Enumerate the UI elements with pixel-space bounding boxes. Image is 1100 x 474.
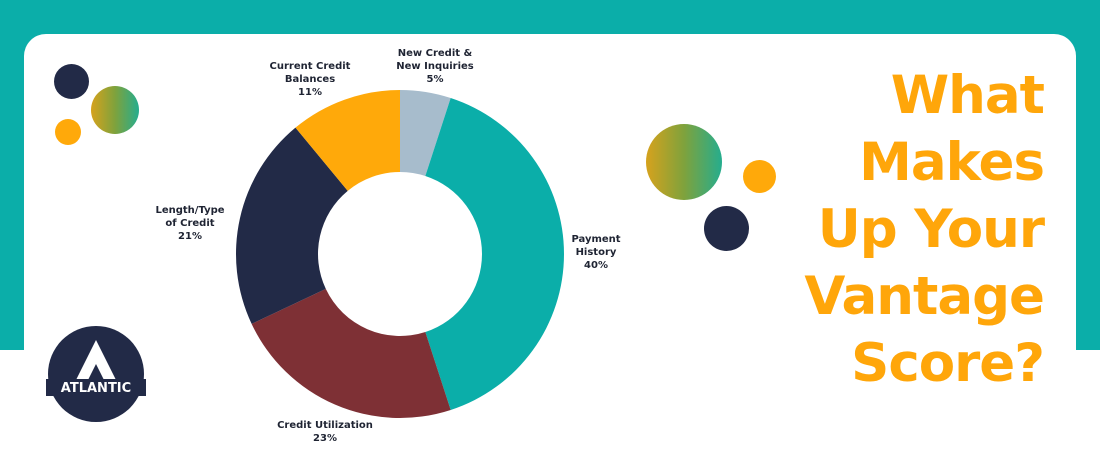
slice-label-line: Length/Type xyxy=(155,205,225,216)
logo-a-mark xyxy=(72,340,120,388)
decorative-dot-orange xyxy=(55,119,81,145)
headline-line-3: Up Your xyxy=(817,199,1045,260)
donut-slice-3 xyxy=(236,127,348,324)
decorative-dot-gradient-large xyxy=(646,124,722,200)
donut-slice-2 xyxy=(251,288,451,418)
donut-slice-1 xyxy=(425,98,564,410)
logo-banner xyxy=(46,379,146,396)
slice-label-line: of Credit xyxy=(165,218,215,229)
slice-label-4: Current Credit Balances 11% xyxy=(270,60,351,99)
slice-label-line: New Inquiries xyxy=(396,61,474,72)
headline-line-2: Makes xyxy=(859,132,1045,193)
decorative-dot-gradient xyxy=(91,86,139,134)
slice-label-line: New Credit & xyxy=(397,48,473,59)
slice-label-line: Credit Utilization xyxy=(277,420,373,431)
slice-value-label: 21% xyxy=(178,231,202,242)
logo-text: ATLANTIC xyxy=(61,381,131,396)
slice-label-0: New Credit & New Inquiries 5% xyxy=(396,47,474,86)
headline-line-1: What xyxy=(890,65,1045,126)
headline: What Makes Up Your Vantage Score? xyxy=(744,62,1045,397)
slice-label-line: Balances xyxy=(284,74,336,85)
slice-value-label: 5% xyxy=(426,74,444,85)
headline-line-4: Vantage xyxy=(804,266,1045,327)
donut-slice-0 xyxy=(400,90,451,177)
slice-label-1: Payment History 40% xyxy=(571,233,620,272)
slice-label-line: Current Credit xyxy=(269,61,351,72)
atlantic-logo: ATLANTIC xyxy=(46,326,146,422)
decorative-dot-orange-small xyxy=(743,160,776,193)
donut-slice-4 xyxy=(295,90,400,191)
logo-circle xyxy=(48,326,144,422)
slice-value-label: 23% xyxy=(313,433,337,444)
slice-label-2: Credit Utilization 23% xyxy=(277,419,373,445)
slice-label-line: Payment xyxy=(571,234,621,245)
slice-label-line: History xyxy=(575,247,617,258)
headline-line-5: Score? xyxy=(851,333,1045,394)
slice-label-3: Length/Type of Credit 21% xyxy=(155,204,224,243)
slice-value-label: 40% xyxy=(584,260,608,271)
decorative-dot-navy-small xyxy=(704,206,749,251)
slice-value-label: 11% xyxy=(298,87,322,98)
donut-chart xyxy=(236,90,564,418)
decorative-dot-navy xyxy=(54,64,89,99)
